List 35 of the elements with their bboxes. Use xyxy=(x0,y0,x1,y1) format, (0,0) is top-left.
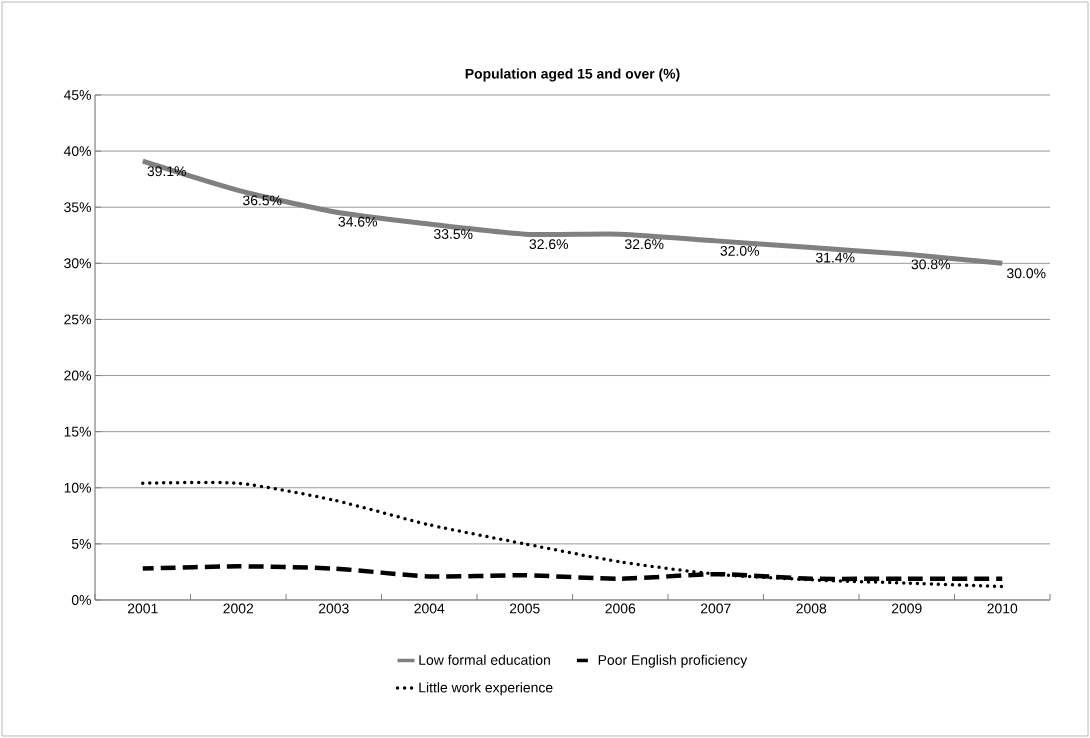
data-label: 34.6% xyxy=(338,216,378,227)
y-tick-label: 15% xyxy=(64,426,91,437)
x-tick-label: 2002 xyxy=(223,603,254,614)
y-tick-label: 40% xyxy=(63,146,91,157)
data-label: 32.6% xyxy=(529,239,569,250)
line-series xyxy=(141,480,1005,589)
x-tick-label: 2004 xyxy=(414,603,445,614)
legend-label: Poor English proficiency xyxy=(598,654,748,668)
data-label: 32.0% xyxy=(720,245,759,256)
y-tick-label: 20% xyxy=(64,370,91,381)
legend-label: Little work experience xyxy=(419,682,553,696)
x-tick-label: 2005 xyxy=(509,603,540,614)
y-tick-label: 0% xyxy=(71,595,91,605)
x-tick-label: 2001 xyxy=(127,603,158,614)
x-tick-label: 2006 xyxy=(605,603,636,614)
y-tick-label: 35% xyxy=(64,202,91,213)
x-tick-label: 2008 xyxy=(796,603,827,614)
x-tick-label: 2003 xyxy=(318,603,349,614)
data-label: 30.8% xyxy=(911,259,950,270)
x-tick-label: 2010 xyxy=(987,603,1018,614)
data-label: 33.5% xyxy=(433,229,473,239)
legend-label: Low formal education xyxy=(419,654,550,665)
data-label: 32.6% xyxy=(624,239,664,250)
y-tick-label: 30% xyxy=(64,258,91,269)
y-tick-label: 45% xyxy=(63,90,91,100)
y-tick-label: 25% xyxy=(64,314,91,325)
data-label: 36.5% xyxy=(242,195,282,206)
data-label: 31.4% xyxy=(815,252,855,263)
x-tick-label: 2009 xyxy=(891,603,922,614)
data-label: 30.0% xyxy=(1006,268,1046,279)
chart-title: Population aged 15 and over (%) xyxy=(465,68,680,82)
y-tick-label: 5% xyxy=(71,538,91,549)
x-tick-label: 2007 xyxy=(700,603,731,614)
y-tick-label: 10% xyxy=(64,482,91,493)
data-label: 39.1% xyxy=(147,166,187,177)
